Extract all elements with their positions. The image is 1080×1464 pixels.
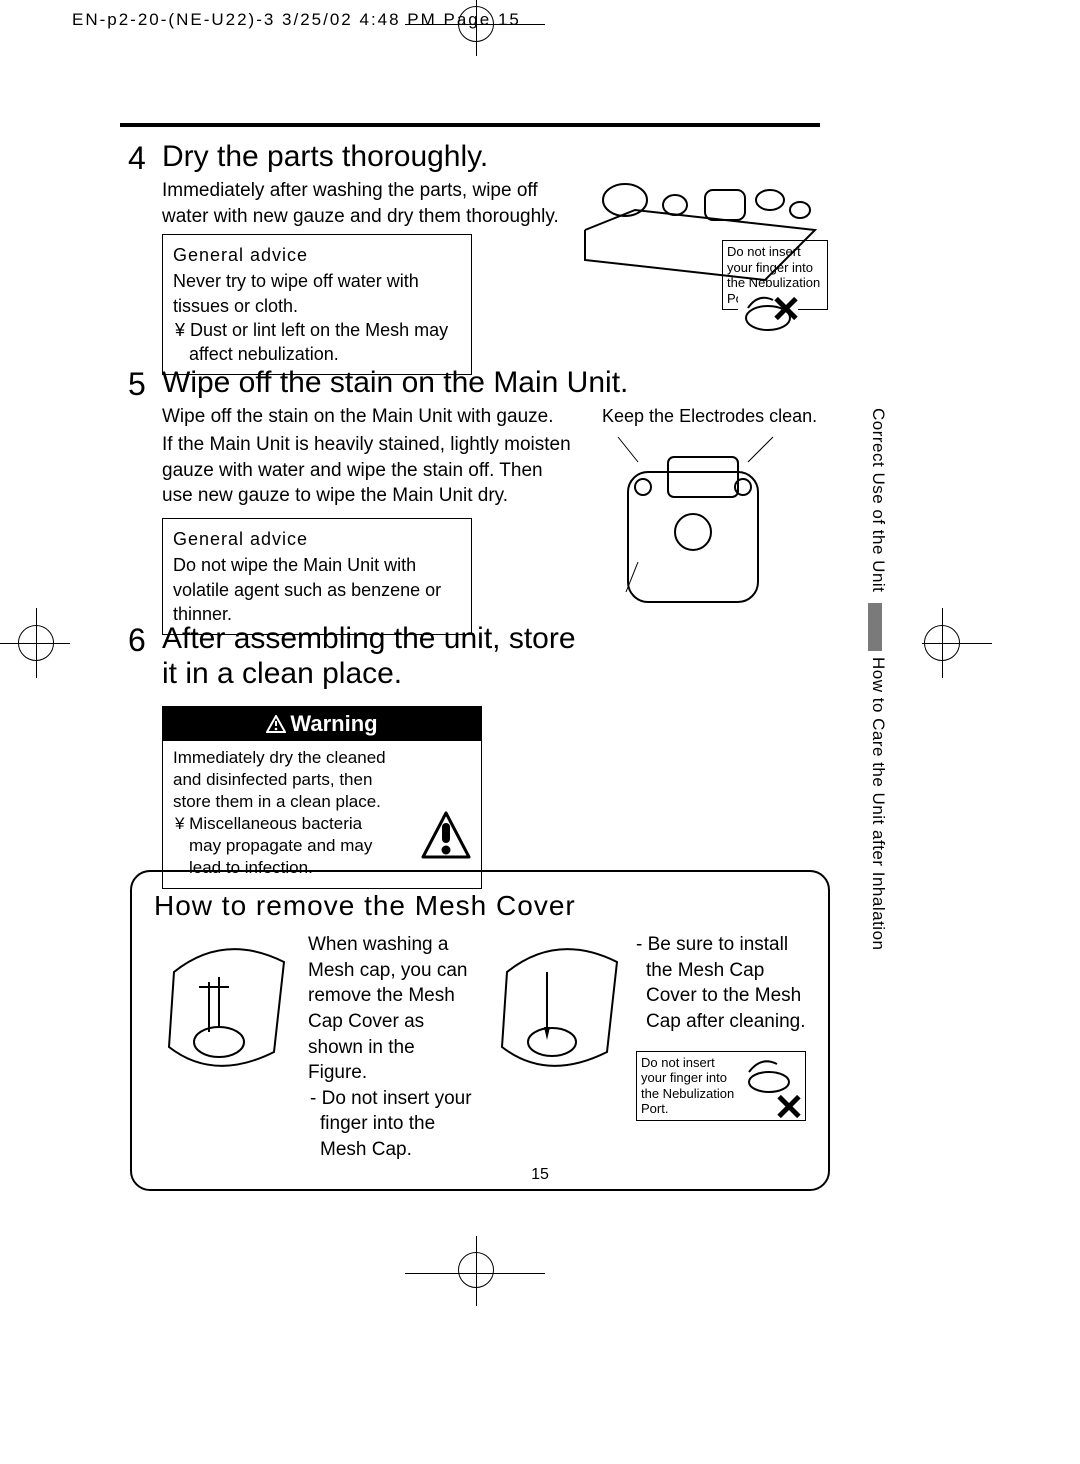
mesh-col2: - Be sure to install the Mesh Cap Cover … — [636, 932, 806, 1163]
warning-header: Warning — [163, 707, 481, 741]
crop-mark — [36, 608, 37, 678]
step4-number: 4 — [128, 140, 146, 177]
mesh-illustration-right — [492, 932, 622, 1082]
step4-title: Dry the parts thoroughly. — [162, 140, 488, 174]
step5-number: 5 — [128, 366, 146, 403]
mesh-illustration-left — [154, 932, 294, 1082]
mesh-nebport-warning: Do not insert your finger into the Nebul… — [636, 1051, 806, 1121]
mesh-title: How to remove the Mesh Cover — [154, 890, 806, 922]
warning-text: Immediately dry the cleaned and disinfec… — [173, 747, 398, 813]
step6-number: 6 — [128, 622, 146, 659]
step5-body2: If the Main Unit is heavily stained, lig… — [162, 432, 572, 509]
step5-title: Wipe off the stain on the Main Unit. — [162, 366, 628, 400]
advice-title: General advice — [173, 527, 461, 551]
step5-caption: Keep the Electrodes clean. — [602, 404, 817, 428]
page-number: 15 — [0, 1166, 1080, 1184]
small-box-text: Do not insert your finger into the Nebul… — [641, 1055, 736, 1117]
mesh-col1-sub: - Do not insert your finger into the Mes… — [308, 1086, 478, 1163]
advice-bullet: ¥ Dust or lint left on the Mesh may affe… — [173, 318, 461, 367]
top-rule — [120, 123, 820, 127]
crop-mark — [942, 608, 943, 678]
mesh-cover-box: How to remove the Mesh Cover When washin… — [130, 870, 830, 1191]
print-header: EN-p2-20-(NE-U22)-3 3/25/02 4:48 PM Page… — [72, 10, 521, 30]
step6-title: After assembling the unit, store it in a… — [162, 622, 592, 691]
mesh-col1-text: When washing a Mesh cap, you can remove … — [308, 932, 478, 1086]
warning-header-text: Warning — [290, 711, 377, 736]
exclamation-icon — [421, 811, 471, 861]
step5-illustration — [578, 432, 808, 607]
warning-triangle-icon — [266, 715, 286, 733]
x-icon — [775, 1090, 803, 1118]
side-tab-2: How to Care the Unit after Inhalation — [868, 657, 888, 950]
step4-finger-illustration — [738, 288, 798, 334]
crop-mark — [922, 643, 992, 644]
step4-advice-box: General advice Never try to wipe off wat… — [162, 234, 472, 375]
crop-circle — [458, 6, 494, 42]
side-tab-1: Correct Use of the Unit — [868, 408, 888, 592]
warning-body: Immediately dry the cleaned and disinfec… — [163, 741, 481, 888]
side-tabs: Correct Use of the Unit How to Care the … — [868, 408, 888, 956]
advice-text: Never try to wipe off water with tissues… — [173, 269, 461, 318]
mesh-col1: When washing a Mesh cap, you can remove … — [308, 932, 478, 1163]
step4-body: Immediately after washing the parts, wip… — [162, 178, 562, 229]
crop-mark — [0, 643, 70, 644]
step5-advice-box: General advice Do not wipe the Main Unit… — [162, 518, 472, 635]
advice-text: Do not wipe the Main Unit with volatile … — [173, 553, 461, 626]
warning-box: Warning Immediately dry the cleaned and … — [162, 706, 482, 889]
x-icon — [772, 292, 800, 320]
mesh-col2-text: - Be sure to install the Mesh Cap Cover … — [636, 932, 806, 1035]
advice-title: General advice — [173, 243, 461, 267]
side-tab-marker — [868, 603, 882, 651]
crop-circle — [458, 1252, 494, 1288]
step5-body1: Wipe off the stain on the Main Unit with… — [162, 404, 572, 430]
